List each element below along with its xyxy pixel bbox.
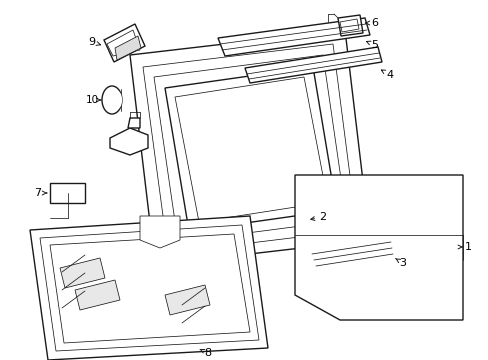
Text: 7: 7 [34, 188, 41, 198]
Text: 2: 2 [319, 212, 326, 222]
Polygon shape [154, 55, 346, 242]
Text: 6: 6 [371, 18, 378, 28]
Polygon shape [309, 236, 396, 272]
Polygon shape [337, 15, 362, 36]
Polygon shape [244, 47, 381, 83]
Text: 5: 5 [371, 40, 378, 50]
Polygon shape [218, 18, 369, 56]
Polygon shape [115, 36, 141, 60]
Polygon shape [60, 258, 105, 288]
Polygon shape [164, 67, 336, 231]
Polygon shape [110, 128, 148, 155]
Ellipse shape [102, 86, 122, 114]
Polygon shape [130, 30, 369, 265]
Text: 4: 4 [386, 70, 393, 80]
Polygon shape [175, 77, 327, 222]
Polygon shape [50, 183, 85, 203]
Polygon shape [40, 225, 259, 351]
Text: 8: 8 [204, 348, 211, 358]
Polygon shape [107, 30, 140, 56]
Polygon shape [30, 216, 267, 360]
Polygon shape [339, 19, 358, 32]
Polygon shape [128, 118, 140, 128]
Polygon shape [50, 234, 249, 343]
Polygon shape [75, 280, 120, 310]
Polygon shape [164, 285, 209, 315]
Polygon shape [142, 44, 356, 253]
Text: 9: 9 [88, 37, 95, 47]
Text: 3: 3 [399, 258, 406, 268]
Polygon shape [104, 24, 145, 62]
Text: 10: 10 [85, 95, 99, 105]
Text: 1: 1 [464, 242, 470, 252]
Polygon shape [294, 175, 462, 320]
Polygon shape [140, 216, 180, 248]
Ellipse shape [110, 91, 121, 109]
